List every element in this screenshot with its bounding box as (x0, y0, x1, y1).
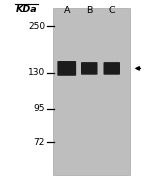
Text: 72: 72 (34, 138, 45, 147)
Text: 250: 250 (28, 22, 45, 31)
Text: 130: 130 (28, 68, 45, 77)
Bar (53, 8, 130, 175)
Text: C: C (108, 6, 115, 15)
Text: A: A (63, 6, 70, 15)
FancyBboxPatch shape (57, 61, 76, 76)
Text: 95: 95 (33, 104, 45, 113)
FancyBboxPatch shape (103, 62, 120, 75)
Text: KDa: KDa (15, 4, 37, 14)
Text: B: B (86, 6, 92, 15)
FancyBboxPatch shape (81, 62, 98, 75)
